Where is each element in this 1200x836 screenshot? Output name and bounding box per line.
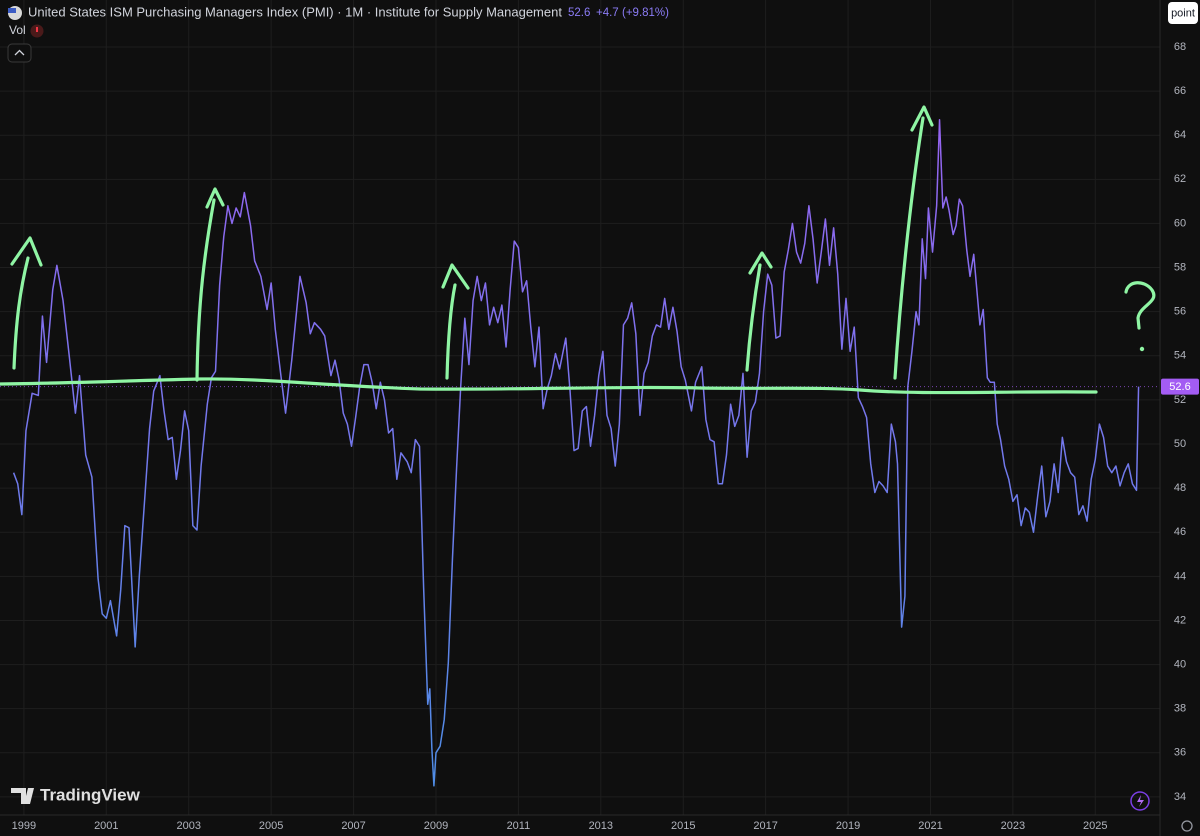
- x-tick-label: 2015: [671, 820, 695, 832]
- drawn-arrow: [10, 236, 43, 370]
- lightning-button[interactable]: [1130, 791, 1150, 811]
- last-value: 52.6: [568, 7, 590, 19]
- y-tick-label: 56: [1174, 306, 1186, 318]
- x-tick-label: 2011: [507, 820, 531, 832]
- x-tick-label: 2017: [753, 820, 777, 832]
- annotations: [0, 105, 1156, 395]
- drawn-question-dot: [1139, 346, 1145, 352]
- x-tick-label: 2023: [1001, 820, 1025, 832]
- flag-canton: [8, 8, 16, 13]
- scale-button-label[interactable]: point: [1171, 7, 1195, 19]
- brand-logo: [11, 788, 34, 804]
- volume-label[interactable]: Vol: [9, 23, 26, 37]
- change: +4.7: [596, 7, 619, 19]
- brand-name: TradingView: [40, 785, 141, 804]
- y-tick-label: 58: [1174, 261, 1186, 273]
- settings-button[interactable]: [1181, 820, 1193, 832]
- y-tick-label: 60: [1174, 217, 1186, 229]
- x-tick-label: 2009: [424, 820, 448, 832]
- drawn-arrow: [195, 187, 225, 382]
- y-tick-label: 38: [1174, 703, 1186, 715]
- drawn-arrow: [745, 251, 773, 372]
- y-tick-label: 48: [1174, 482, 1186, 494]
- x-tick-label: 2001: [94, 820, 118, 832]
- x-tick-label: 2007: [341, 820, 365, 832]
- change-percent: (+9.81%): [622, 7, 669, 19]
- grid: [0, 0, 1160, 815]
- collapse-icon: [14, 49, 25, 56]
- drawn-arrow: [893, 105, 934, 380]
- x-tick-label: 1999: [12, 820, 36, 832]
- x-tick-label: 2013: [589, 820, 613, 832]
- y-tick-label: 64: [1174, 129, 1186, 141]
- y-tick-label: 66: [1174, 85, 1186, 97]
- lightning-icon: [1137, 795, 1144, 807]
- scale-button[interactable]: [1168, 2, 1198, 24]
- collapse-button[interactable]: [7, 43, 32, 63]
- y-tick-label: 46: [1174, 526, 1186, 538]
- x-tick-label: 2025: [1083, 820, 1107, 832]
- y-tick-label: 68: [1174, 41, 1186, 53]
- x-tick-label: 2021: [918, 820, 942, 832]
- last-value-badge-label: 52.6: [1169, 381, 1190, 393]
- x-tick-label: 2019: [836, 820, 860, 832]
- y-tick-label: 52: [1174, 394, 1186, 406]
- y-tick-label: 50: [1174, 438, 1186, 450]
- chart-title: United States ISM Purchasing Managers In…: [28, 4, 562, 19]
- y-tick-label: 44: [1174, 570, 1186, 582]
- last-value-badge: [1161, 378, 1199, 395]
- y-tick-label: 34: [1174, 791, 1186, 803]
- drawn-arrow: [441, 263, 470, 380]
- drawn-question-mark: [1124, 281, 1156, 330]
- y-tick-label: 36: [1174, 747, 1186, 759]
- drawn-level-line: [0, 377, 1098, 395]
- warning-mark: [36, 27, 38, 32]
- y-tick-label: 42: [1174, 614, 1186, 626]
- x-tick-label: 2003: [176, 820, 200, 832]
- x-tick-label: 2005: [259, 820, 283, 832]
- series-line: [12, 119, 1140, 787]
- y-tick-label: 40: [1174, 658, 1186, 670]
- y-tick-label: 62: [1174, 173, 1186, 185]
- y-tick-label: 54: [1174, 350, 1186, 362]
